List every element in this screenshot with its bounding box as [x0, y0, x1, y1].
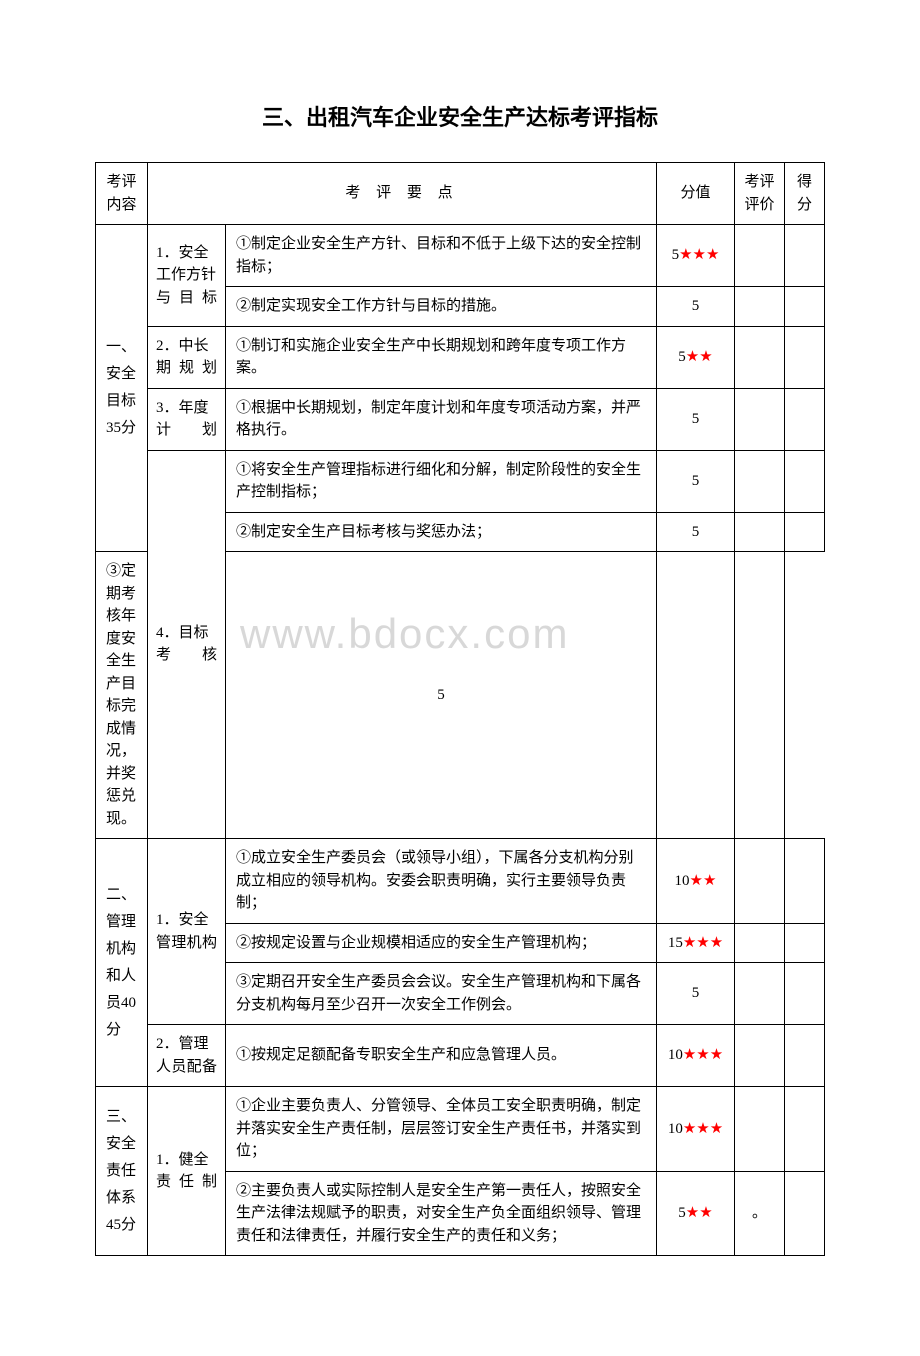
got-cell [785, 450, 825, 512]
header-points: 考 评 要 点 [148, 163, 657, 225]
got-cell [785, 326, 825, 388]
page-title: 三、出租汽车企业安全生产达标考评指标 [95, 100, 825, 132]
eval-cell: 。 [735, 1171, 785, 1256]
point-cell: ②主要负责人或实际控制人是安全生产第一责任人，按照安全生产法律法规赋予的职责，对… [226, 1171, 657, 1256]
star-icon: ★★ [690, 873, 717, 889]
got-cell [785, 512, 825, 552]
point-cell: ①根据中长期规划，制定年度计划和年度专项活动方案，并严格执行。 [226, 388, 657, 450]
eval-cell [735, 287, 785, 327]
eval-cell [735, 963, 785, 1025]
got-cell [785, 923, 825, 963]
subcategory-cell: 1．安全管理机构 [148, 839, 226, 1025]
subcategory-cell: 1．健全责任制 [148, 1087, 226, 1256]
header-row: 考评内容 考 评 要 点 分值 考评评价 得分 [96, 163, 825, 225]
score-cell: 10★★ [657, 839, 735, 924]
point-cell: ②制定实现安全工作方针与目标的措施。 [226, 287, 657, 327]
got-cell [785, 287, 825, 327]
got-cell [785, 388, 825, 450]
subcategory-cell: 2．管理人员配备 [148, 1025, 226, 1087]
table-row: 三、安全责任体系45分1．健全责任制①企业主要负责人、分管领导、全体员工安全职责… [96, 1087, 825, 1172]
point-cell: ①企业主要负责人、分管领导、全体员工安全职责明确，制定并落实安全生产责任制，层层… [226, 1087, 657, 1172]
score-cell: 5 [657, 287, 735, 327]
evaluation-table: 考评内容 考 评 要 点 分值 考评评价 得分 一、安全目标35分1．安全工作方… [95, 162, 825, 1256]
table-row: 二、管理机构和人员40分1．安全管理机构①成立安全生产委员会（或领导小组），下属… [96, 839, 825, 924]
table-row: 2．管理人员配备①按规定足额配备专职安全生产和应急管理人员。10★★★ [96, 1025, 825, 1087]
subcategory-cell: 4．目标考核 [148, 450, 226, 839]
category-cell: 二、管理机构和人员40分 [96, 839, 148, 1087]
table-row: 3．年度计划①根据中长期规划，制定年度计划和年度专项活动方案，并严格执行。5 [96, 388, 825, 450]
point-cell: ①制定企业安全生产方针、目标和不低于上级下达的安全控制指标； [226, 225, 657, 287]
eval-cell [735, 450, 785, 512]
point-cell: ②按规定设置与企业规模相适应的安全生产管理机构； [226, 923, 657, 963]
point-cell: ①将安全生产管理指标进行细化和分解，制定阶段性的安全生产控制指标； [226, 450, 657, 512]
subcategory-cell: 1．安全工作方针与目标 [148, 225, 226, 327]
subcategory-cell: 3．年度计划 [148, 388, 226, 450]
star-icon: ★★ [686, 349, 713, 365]
subcategory-cell: 2．中长期规划 [148, 326, 226, 388]
got-cell [785, 225, 825, 287]
got-cell [785, 1025, 825, 1087]
star-icon: ★★ [686, 1205, 713, 1221]
table-row: 4．目标考核①将安全生产管理指标进行细化和分解，制定阶段性的安全生产控制指标；5 [96, 450, 825, 512]
got-cell [735, 552, 785, 839]
score-cell: 5 [657, 512, 735, 552]
score-cell: 5 [226, 552, 657, 839]
point-cell: ①制订和实施企业安全生产中长期规划和跨年度专项工作方案。 [226, 326, 657, 388]
point-cell: ①成立安全生产委员会（或领导小组），下属各分支机构分别成立相应的领导机构。安委会… [226, 839, 657, 924]
star-icon: ★★★ [683, 935, 723, 951]
point-cell: ①按规定足额配备专职安全生产和应急管理人员。 [226, 1025, 657, 1087]
got-cell [785, 1087, 825, 1172]
header-got: 得分 [785, 163, 825, 225]
eval-cell [735, 1025, 785, 1087]
score-cell: 5★★ [657, 326, 735, 388]
got-cell [785, 1171, 825, 1256]
table-row: 一、安全目标35分1．安全工作方针与目标①制定企业安全生产方针、目标和不低于上级… [96, 225, 825, 287]
eval-cell [735, 326, 785, 388]
score-cell: 5 [657, 963, 735, 1025]
eval-cell [735, 512, 785, 552]
eval-cell [657, 552, 735, 839]
eval-cell [735, 225, 785, 287]
got-cell [785, 839, 825, 924]
eval-cell [735, 923, 785, 963]
point-cell: ③定期召开安全生产委员会会议。安全生产管理机构和下属各分支机构每月至少召开一次安… [226, 963, 657, 1025]
point-cell: ③定期考核年度安全生产目标完成情况，并奖惩兑现。 [96, 552, 148, 839]
star-icon: ★★★ [683, 1121, 723, 1137]
score-cell: 10★★★ [657, 1025, 735, 1087]
score-cell: 15★★★ [657, 923, 735, 963]
point-cell: ②制定安全生产目标考核与奖惩办法； [226, 512, 657, 552]
eval-cell [735, 839, 785, 924]
score-cell: 5★★★ [657, 225, 735, 287]
eval-cell [735, 1087, 785, 1172]
star-icon: ★★★ [679, 247, 719, 263]
table-row: 2．中长期规划①制订和实施企业安全生产中长期规划和跨年度专项工作方案。5★★ [96, 326, 825, 388]
category-cell: 三、安全责任体系45分 [96, 1087, 148, 1256]
header-eval: 考评评价 [735, 163, 785, 225]
eval-cell [735, 388, 785, 450]
score-cell: 5 [657, 450, 735, 512]
star-icon: ★★★ [683, 1047, 723, 1063]
score-cell: 5★★ [657, 1171, 735, 1256]
category-cell: 一、安全目标35分 [96, 225, 148, 552]
header-score: 分值 [657, 163, 735, 225]
score-cell: 5 [657, 388, 735, 450]
header-category: 考评内容 [96, 163, 148, 225]
got-cell [785, 963, 825, 1025]
score-cell: 10★★★ [657, 1087, 735, 1172]
